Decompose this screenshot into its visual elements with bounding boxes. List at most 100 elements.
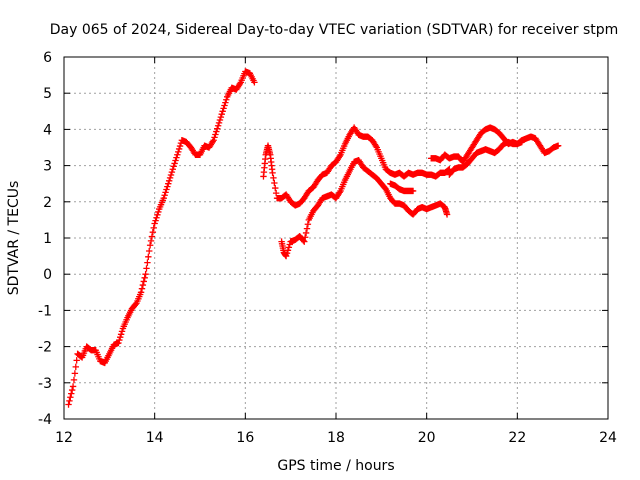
data-point (218, 110, 225, 118)
data-point (443, 211, 451, 218)
data-point (216, 116, 224, 124)
data-series (260, 124, 453, 209)
data-point (213, 128, 220, 135)
data-point (162, 189, 169, 196)
data-point (154, 211, 161, 219)
y-tick-label: 5 (43, 86, 52, 102)
x-tick-label: 24 (599, 430, 617, 446)
data-point (163, 186, 170, 193)
data-point (304, 221, 312, 228)
data-point (164, 183, 171, 190)
y-tick-label: 1 (43, 231, 52, 247)
y-tick-label: 0 (43, 267, 52, 283)
x-tick-label: 22 (508, 430, 526, 446)
data-point (161, 192, 168, 199)
data-point (174, 151, 181, 158)
data-point (221, 102, 228, 109)
y-tick-label: 3 (43, 159, 52, 175)
data-point (145, 253, 152, 261)
data-point (214, 125, 221, 132)
data-points (65, 68, 562, 408)
data-point (336, 152, 343, 160)
data-series (446, 138, 526, 178)
y-tick-label: 2 (43, 195, 52, 211)
data-point (176, 142, 184, 150)
x-tick-label: 20 (418, 430, 436, 446)
data-point (137, 289, 145, 296)
data-point (409, 187, 417, 195)
data-point (270, 174, 277, 182)
data-point (214, 122, 222, 129)
x-tick-label: 12 (55, 430, 73, 446)
data-point (147, 237, 155, 245)
y-tick-label: -4 (38, 412, 52, 428)
data-series (278, 156, 451, 260)
data-point (66, 397, 73, 405)
data-point (210, 137, 217, 144)
data-point (143, 265, 150, 272)
data-point (271, 179, 278, 187)
plot-frame (63, 56, 609, 420)
data-point (141, 274, 148, 282)
data-point (115, 339, 122, 347)
y-tick-label: -1 (38, 303, 52, 319)
data-point (215, 119, 223, 127)
data-point (150, 224, 157, 232)
data-point (151, 220, 158, 227)
data-point (138, 285, 146, 292)
data-point (149, 229, 157, 236)
chart-title: Day 065 of 2024, Sidereal Day-to-day VTE… (50, 22, 619, 38)
data-point (175, 145, 183, 153)
data-point (554, 142, 562, 149)
data-point (153, 214, 160, 221)
data-point (152, 217, 159, 224)
y-tick-label: 6 (43, 50, 52, 66)
data-point (285, 244, 293, 251)
x-tick-labels: 12 14 16 18 20 22 24 (55, 430, 617, 446)
data-point (272, 184, 279, 192)
data-point (67, 394, 74, 401)
data-series (387, 180, 417, 195)
data-point (148, 233, 156, 240)
data-series (65, 68, 258, 408)
data-point (269, 169, 276, 177)
data-point (372, 142, 380, 150)
y-tick-label: 4 (43, 122, 52, 138)
grid (64, 57, 608, 419)
data-point (301, 234, 309, 241)
data-point (217, 113, 225, 121)
data-point (73, 357, 80, 364)
data-point (209, 138, 216, 145)
x-tick-label: 16 (236, 430, 254, 446)
data-point (172, 157, 179, 164)
data-series (428, 124, 562, 166)
data-point (68, 390, 75, 397)
data-point (212, 131, 219, 138)
data-point (70, 376, 78, 384)
data-point (117, 331, 125, 338)
data-point (336, 189, 343, 196)
data-point (144, 259, 151, 266)
data-point (272, 189, 280, 197)
data-point (165, 177, 173, 185)
data-point (211, 134, 218, 141)
y-tick-label: -3 (38, 376, 52, 392)
data-point (236, 80, 244, 87)
data-point (142, 271, 149, 278)
y-axis-label: SDTVAR / TECUs (6, 181, 22, 296)
x-tick-label: 14 (146, 430, 164, 446)
data-point (220, 105, 227, 112)
data-point (302, 229, 310, 237)
data-point (283, 250, 291, 257)
data-point (116, 336, 123, 344)
data-point (284, 247, 292, 254)
data-point (219, 108, 226, 115)
data-point (65, 401, 72, 408)
data-point (160, 194, 167, 202)
data-point (68, 386, 76, 394)
data-point (71, 370, 79, 377)
data-point (282, 252, 290, 260)
data-point (251, 79, 258, 86)
data-point (146, 247, 153, 255)
data-point (139, 281, 147, 289)
